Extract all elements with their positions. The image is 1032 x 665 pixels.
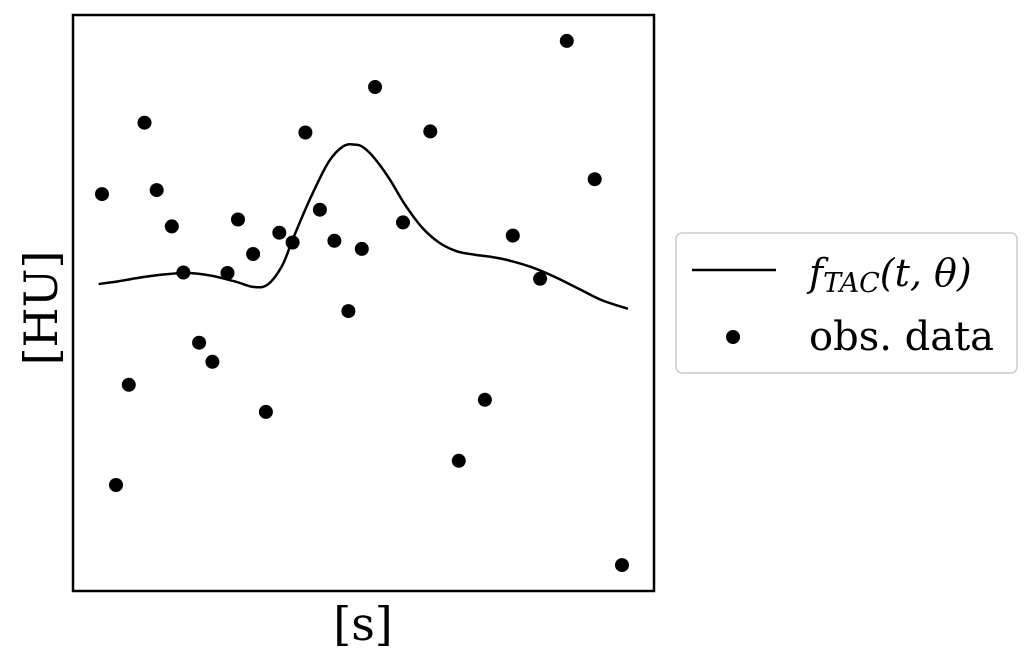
data-point — [615, 558, 629, 573]
data-point — [258, 404, 273, 419]
data-point — [505, 228, 520, 243]
data-point — [149, 183, 164, 198]
data-point — [298, 125, 313, 140]
data-point — [423, 124, 438, 139]
data-point — [205, 354, 220, 369]
legend-line-args: (t, θ) — [880, 251, 972, 295]
data-point — [109, 478, 123, 492]
data-point — [451, 453, 466, 468]
data-point — [137, 115, 152, 130]
data-point — [164, 219, 179, 234]
data-point — [587, 172, 602, 187]
legend-box — [675, 232, 1018, 374]
legend-line-label: fTAC(t, θ) — [806, 251, 972, 299]
data-point — [341, 304, 356, 319]
data-point — [396, 215, 410, 230]
model-curve-line — [98, 143, 629, 310]
data-point — [312, 202, 327, 217]
data-point — [95, 187, 109, 202]
observed-points — [95, 33, 629, 573]
data-point — [477, 392, 492, 407]
data-point — [285, 235, 300, 250]
data-point — [559, 33, 574, 48]
data-point — [272, 225, 287, 240]
plot-area-frame — [71, 13, 656, 593]
legend-dot-label: obs. data — [809, 314, 994, 360]
data-point — [368, 80, 383, 94]
data-point — [176, 265, 191, 280]
data-point — [121, 377, 136, 392]
data-point — [192, 335, 207, 350]
data-point — [354, 241, 369, 256]
legend-dot-swatch — [726, 330, 740, 344]
legend: fTAC(t, θ) obs. data — [675, 232, 1018, 374]
data-point — [231, 212, 245, 227]
data-point — [327, 233, 342, 248]
y-axis-label: [HU] — [14, 251, 68, 366]
data-point — [533, 271, 548, 286]
data-point — [246, 247, 261, 261]
x-axis-label: [s] — [333, 597, 393, 651]
legend-line-sub: TAC — [823, 268, 880, 299]
data-point — [220, 266, 235, 280]
